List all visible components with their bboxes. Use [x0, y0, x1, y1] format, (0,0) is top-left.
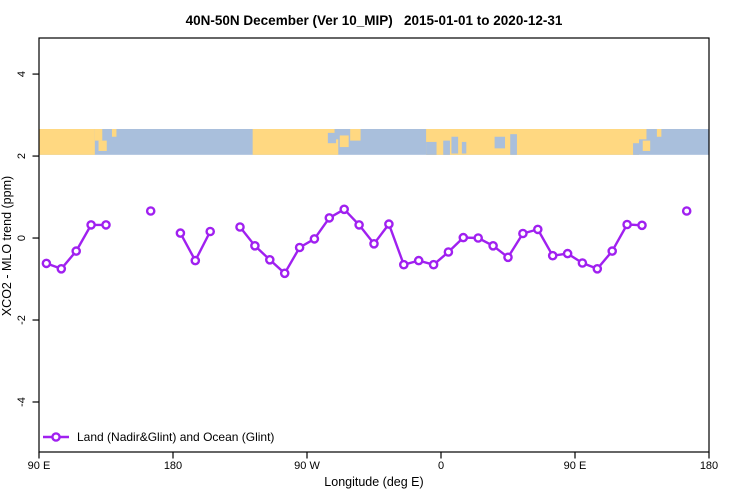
data-point — [86, 220, 96, 230]
y-tick-label: 0 — [16, 235, 28, 241]
y-tick-label: -4 — [16, 397, 28, 407]
land-patch — [94, 128, 103, 141]
legend-label: Land (Nadir&Glint) and Ocean (Glint) — [77, 430, 274, 444]
data-point — [101, 220, 111, 230]
data-point — [309, 234, 320, 244]
data-point — [205, 226, 215, 237]
ocean-patch — [327, 132, 337, 144]
data-point — [562, 248, 573, 259]
x-tick-label: 90 W — [294, 460, 320, 472]
data-point — [503, 252, 513, 263]
data-point — [592, 263, 603, 274]
ocean-patch — [461, 141, 467, 154]
data-point — [398, 259, 409, 270]
data-point — [518, 228, 528, 239]
data-point — [294, 242, 305, 253]
data-point — [279, 268, 290, 279]
data-point — [681, 206, 692, 216]
data-point — [607, 246, 618, 256]
y-tick-label: 4 — [16, 71, 28, 77]
data-point — [458, 232, 469, 243]
x-tick-label: 180 — [164, 460, 182, 472]
data-line-segment — [238, 208, 644, 275]
data-point — [473, 233, 484, 243]
data-point — [369, 238, 379, 249]
y-tick-label: 2 — [16, 153, 28, 159]
x-axis-title: Longitude (deg E) — [324, 475, 423, 489]
data-point — [145, 206, 156, 216]
data-point — [339, 204, 350, 215]
land-segment — [426, 128, 640, 155]
data-point — [547, 250, 558, 261]
data-point — [235, 222, 245, 232]
data-point — [71, 246, 81, 256]
data-point — [56, 263, 67, 274]
data-point — [384, 219, 394, 229]
land-patch — [656, 128, 662, 137]
y-axis-title: XCO2 - MLO trend (ppm) — [0, 176, 14, 316]
ocean-patch — [426, 141, 437, 155]
land-patch — [339, 135, 349, 148]
x-tick-label: 90 E — [28, 460, 51, 472]
land-segment — [252, 128, 339, 155]
data-point — [190, 255, 201, 266]
land-patch — [350, 128, 361, 141]
ocean-patch — [443, 140, 450, 155]
data-point — [577, 258, 588, 268]
data-point — [428, 259, 439, 270]
ocean-patch — [494, 136, 506, 149]
data-point — [41, 258, 52, 269]
ocean-patch — [510, 134, 517, 155]
axes: 90 E 180 90 W 0 90 E 180 4 2 0 -2 -4 — [16, 71, 718, 472]
land-segment — [39, 128, 95, 155]
plot-border — [38, 37, 710, 453]
data-point — [250, 240, 260, 251]
data-series — [41, 204, 692, 279]
data-point — [264, 254, 275, 265]
legend-marker-icon — [51, 432, 61, 442]
data-point — [324, 213, 335, 223]
land-patch — [98, 140, 107, 151]
ocean-patch — [451, 136, 459, 154]
data-point — [443, 247, 454, 257]
data-point — [488, 240, 498, 251]
land-patch — [639, 128, 647, 140]
x-tick-label: 0 — [438, 460, 444, 472]
x-tick-label: 180 — [700, 460, 718, 472]
land-patch — [111, 128, 117, 137]
y-tick-label: -2 — [16, 315, 28, 325]
data-point — [637, 220, 647, 231]
data-point — [175, 228, 186, 238]
chart-title: 40N-50N December (Ver 10_MIP) 2015-01-01… — [186, 13, 563, 28]
legend: Land (Nadir&Glint) and Ocean (Glint) — [43, 430, 274, 444]
data-point — [354, 220, 364, 230]
data-point — [533, 224, 543, 235]
map-band — [39, 128, 709, 155]
data-point — [622, 219, 632, 230]
ocean-patch — [633, 143, 640, 155]
data-point — [413, 255, 424, 266]
land-patch — [642, 140, 651, 151]
x-tick-label: 90 E — [564, 460, 587, 472]
ocean-patch — [334, 128, 341, 140]
